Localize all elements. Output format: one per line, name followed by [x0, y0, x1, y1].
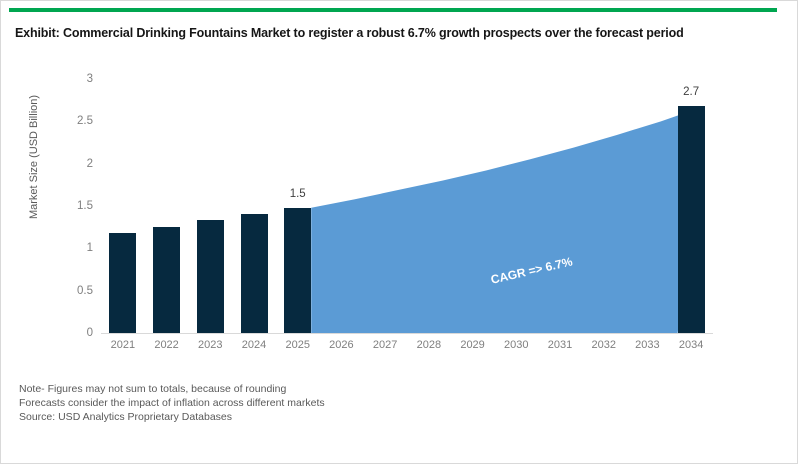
x-tick-label: 2026: [329, 339, 354, 351]
x-tick-label: 2021: [110, 339, 136, 351]
y-tick: 0: [86, 327, 93, 339]
y-tick: 1: [86, 242, 93, 255]
chart-canvas: Market Size (USD Billion) 0 0.5 1 1.5 2 …: [1, 1, 798, 381]
bar-2034[interactable]: [677, 106, 705, 333]
x-tick-label: 2025: [285, 339, 310, 351]
x-tick-label: 2030: [504, 339, 529, 351]
x-axis-line: [101, 333, 713, 334]
x-tick-label: 2027: [372, 339, 398, 351]
x-tick-label: 2028: [416, 339, 442, 351]
footer-note-source: Source: USD Analytics Proprietary Databa…: [19, 411, 233, 423]
data-label-2034: 2.7: [683, 86, 700, 99]
bar-2024[interactable]: [240, 213, 268, 333]
x-tick-label: 2032: [591, 339, 616, 351]
y-axis-ticks: 0 0.5 1 1.5 2 2.5 3: [51, 1, 93, 381]
footer-note-inflation: Forecasts consider the impact of inflati…: [19, 397, 325, 409]
bar-2023[interactable]: [196, 220, 224, 333]
y-tick: 2: [86, 157, 93, 170]
bar-2022[interactable]: [153, 227, 181, 333]
y-axis-title: Market Size (USD Billion): [28, 94, 40, 220]
x-tick-label: 2022: [154, 339, 179, 351]
y-tick: 0.5: [77, 284, 93, 297]
x-tick-label: 2023: [198, 339, 223, 351]
x-tick-label: 2029: [460, 339, 485, 351]
bar-2025[interactable]: [284, 207, 312, 333]
cagr-annotation: CAGR => 6.7%: [489, 254, 574, 287]
x-tick-label: 2033: [635, 339, 660, 351]
x-tick-label: 2031: [547, 339, 573, 351]
bar-2021[interactable]: [109, 233, 137, 333]
accent-rule: [9, 8, 777, 12]
data-label-2025: 1.5: [289, 187, 306, 200]
x-tick-label: 2024: [241, 339, 267, 351]
y-tick: 1.5: [77, 200, 93, 212]
page-title: Exhibit: Commercial Drinking Fountains M…: [15, 26, 684, 40]
y-tick: 3: [86, 73, 93, 85]
footer-note-rounding: Note- Figures may not sum to totals, bec…: [19, 383, 287, 395]
y-tick: 2.5: [77, 115, 93, 128]
x-tick-label: 2034: [678, 339, 704, 351]
